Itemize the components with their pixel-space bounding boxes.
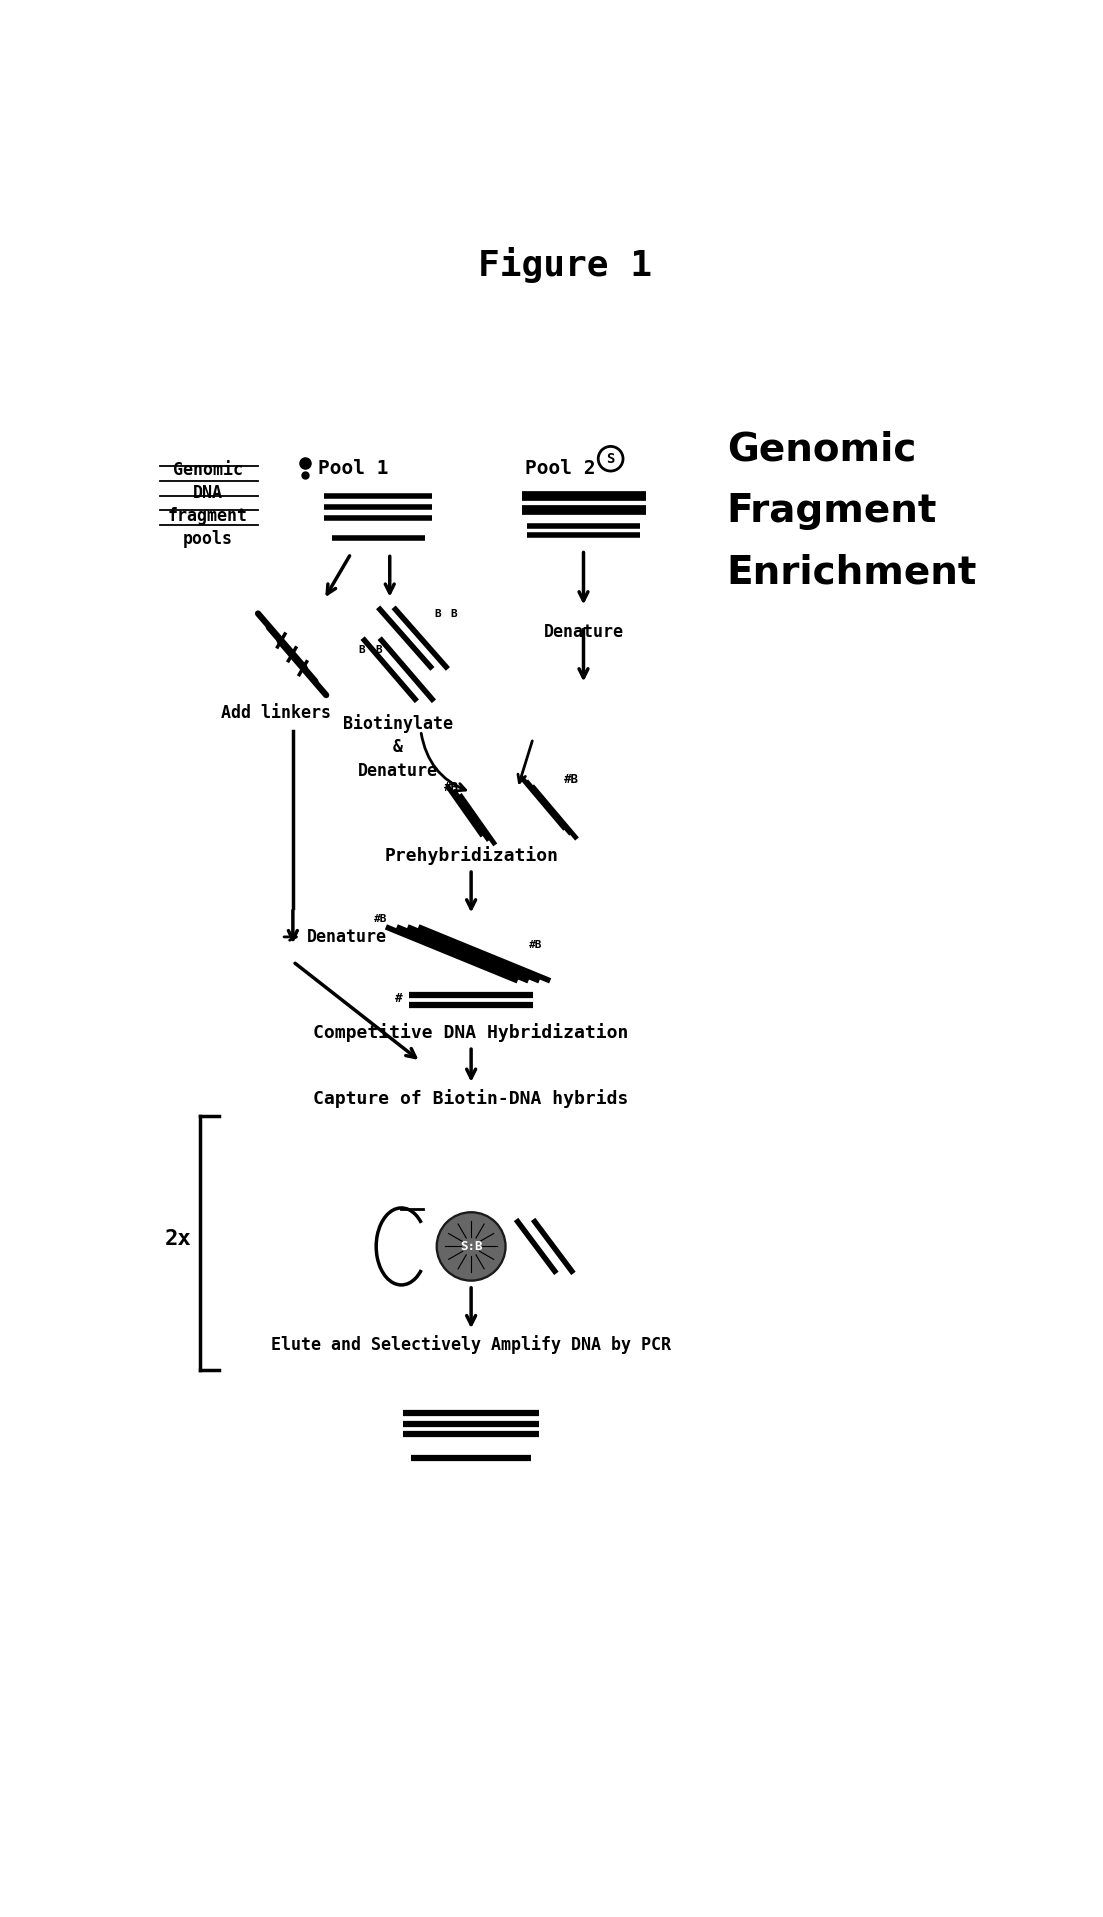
Text: Figure 1: Figure 1 [478,247,652,282]
Text: B: B [435,608,441,619]
Text: B: B [450,608,457,619]
Text: B: B [376,644,383,656]
Text: Add linkers: Add linkers [221,704,331,721]
Circle shape [437,1212,506,1281]
Text: Denature: Denature [544,623,623,640]
Text: Pool 1: Pool 1 [318,460,388,477]
Text: #B: #B [374,914,387,924]
Text: Elute and Selectively Amplify DNA by PCR: Elute and Selectively Amplify DNA by PCR [271,1334,671,1353]
Text: 2x: 2x [164,1229,192,1248]
Text: Genomic
DNA
fragment
pools: Genomic DNA fragment pools [168,462,248,548]
Text: Fragment: Fragment [727,493,938,531]
Text: #B: #B [564,773,579,786]
Circle shape [439,1213,504,1279]
Text: B: B [358,644,365,656]
Text: #B: #B [528,939,542,949]
Text: Enrichment: Enrichment [727,554,977,592]
Text: Denature: Denature [307,928,387,945]
Text: Pool 2: Pool 2 [525,460,596,477]
Text: Capture of Biotin-DNA hybrids: Capture of Biotin-DNA hybrids [313,1089,629,1108]
Text: Biotinylate
&
Denature: Biotinylate & Denature [343,713,452,780]
Text: S:B: S:B [460,1240,482,1254]
Text: #: # [395,993,403,1005]
Text: S: S [607,452,614,466]
Text: #B: #B [445,780,459,794]
Text: Genomic: Genomic [727,431,917,468]
Text: Competitive DNA Hybridization: Competitive DNA Hybridization [313,1024,629,1043]
Text: Prehybridization: Prehybridization [384,845,558,865]
